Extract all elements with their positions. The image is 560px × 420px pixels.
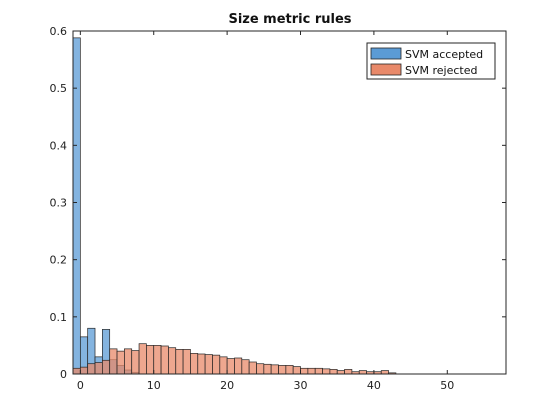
x-tick-label-40: 40 — [367, 379, 381, 392]
bar-svm-rejected-17 — [198, 354, 205, 374]
ticks-layer: 0 10 20 30 40 50 0 0.1 0.2 0.3 0.4 0.5 0.6 — [50, 25, 507, 392]
bar-svm-rejected-28 — [278, 365, 285, 374]
y-tick-label-2: 0.2 — [50, 254, 68, 267]
bar-svm-rejected-39 — [359, 371, 366, 374]
plot-frame — [73, 31, 506, 374]
y-tick-label-5: 0.5 — [50, 82, 68, 95]
x-tick-label-20: 20 — [220, 379, 234, 392]
bar-svm-rejected-16 — [190, 353, 197, 374]
bar-svm-rejected-15 — [183, 349, 190, 374]
bar-svm-rejected-42 — [381, 371, 388, 374]
bar-svm-rejected-19 — [212, 355, 219, 374]
bar-svm-rejected-23 — [242, 360, 249, 374]
bar-svm-rejected-7 — [124, 349, 131, 374]
bar-svm-rejected-9 — [139, 344, 146, 374]
y-tick-label-6: 0.6 — [50, 25, 68, 38]
bar-svm-rejected-35 — [330, 369, 337, 374]
bar-svm-rejected-0 — [73, 368, 80, 374]
x-tick-label-30: 30 — [294, 379, 308, 392]
bar-svm-rejected-26 — [264, 364, 271, 374]
bar-svm-rejected-1 — [80, 367, 87, 374]
x-tick-label-10: 10 — [147, 379, 161, 392]
y-tick-label-3: 0.3 — [50, 197, 68, 210]
legend-label-svm-rejected: SVM rejected — [405, 64, 477, 77]
bar-svm-rejected-30 — [293, 367, 300, 374]
bar-svm-rejected-11 — [154, 345, 161, 374]
bar-svm-rejected-3 — [95, 363, 102, 374]
bar-svm-rejected-29 — [286, 365, 293, 374]
bar-svm-rejected-20 — [220, 357, 227, 374]
legend-swatch-svm-accepted — [371, 48, 401, 59]
y-tick-label-1: 0.1 — [50, 311, 68, 324]
bar-svm-rejected-14 — [176, 349, 183, 374]
legend-label-svm-accepted: SVM accepted — [405, 48, 483, 61]
bar-svm-rejected-33 — [315, 368, 322, 374]
bar-svm-rejected-12 — [161, 346, 168, 374]
chart-title: Size metric rules — [228, 12, 351, 27]
bar-svm-rejected-5 — [110, 349, 117, 374]
bar-svm-rejected-2 — [88, 364, 95, 374]
bar-svm-rejected-4 — [102, 360, 109, 374]
bar-svm-rejected-6 — [117, 351, 124, 374]
bar-svm-rejected-25 — [256, 364, 263, 374]
bar-svm-rejected-31 — [301, 368, 308, 374]
legend: SVM accepted SVM rejected — [367, 43, 495, 79]
y-tick-label-4: 0.4 — [50, 139, 68, 152]
bar-svm-rejected-34 — [323, 369, 330, 374]
x-tick-label-0: 0 — [77, 379, 84, 392]
bar-svm-rejected-24 — [249, 362, 256, 374]
y-tick-label-0: 0 — [60, 368, 67, 381]
bar-svm-rejected-21 — [227, 359, 234, 374]
legend-swatch-svm-rejected — [371, 64, 401, 75]
bar-svm-rejected-27 — [271, 365, 278, 374]
bar-svm-rejected-18 — [205, 355, 212, 374]
bar-svm-rejected-8 — [132, 351, 139, 374]
bar-svm-rejected-22 — [234, 358, 241, 374]
x-tick-label-50: 50 — [440, 379, 454, 392]
bar-svm-rejected-32 — [308, 368, 315, 374]
bar-svm-rejected-37 — [345, 369, 352, 374]
bar-svm-rejected-13 — [168, 348, 175, 374]
bar-svm-rejected-36 — [337, 371, 344, 374]
bars-layer — [73, 38, 396, 374]
bar-svm-rejected-10 — [146, 345, 153, 374]
